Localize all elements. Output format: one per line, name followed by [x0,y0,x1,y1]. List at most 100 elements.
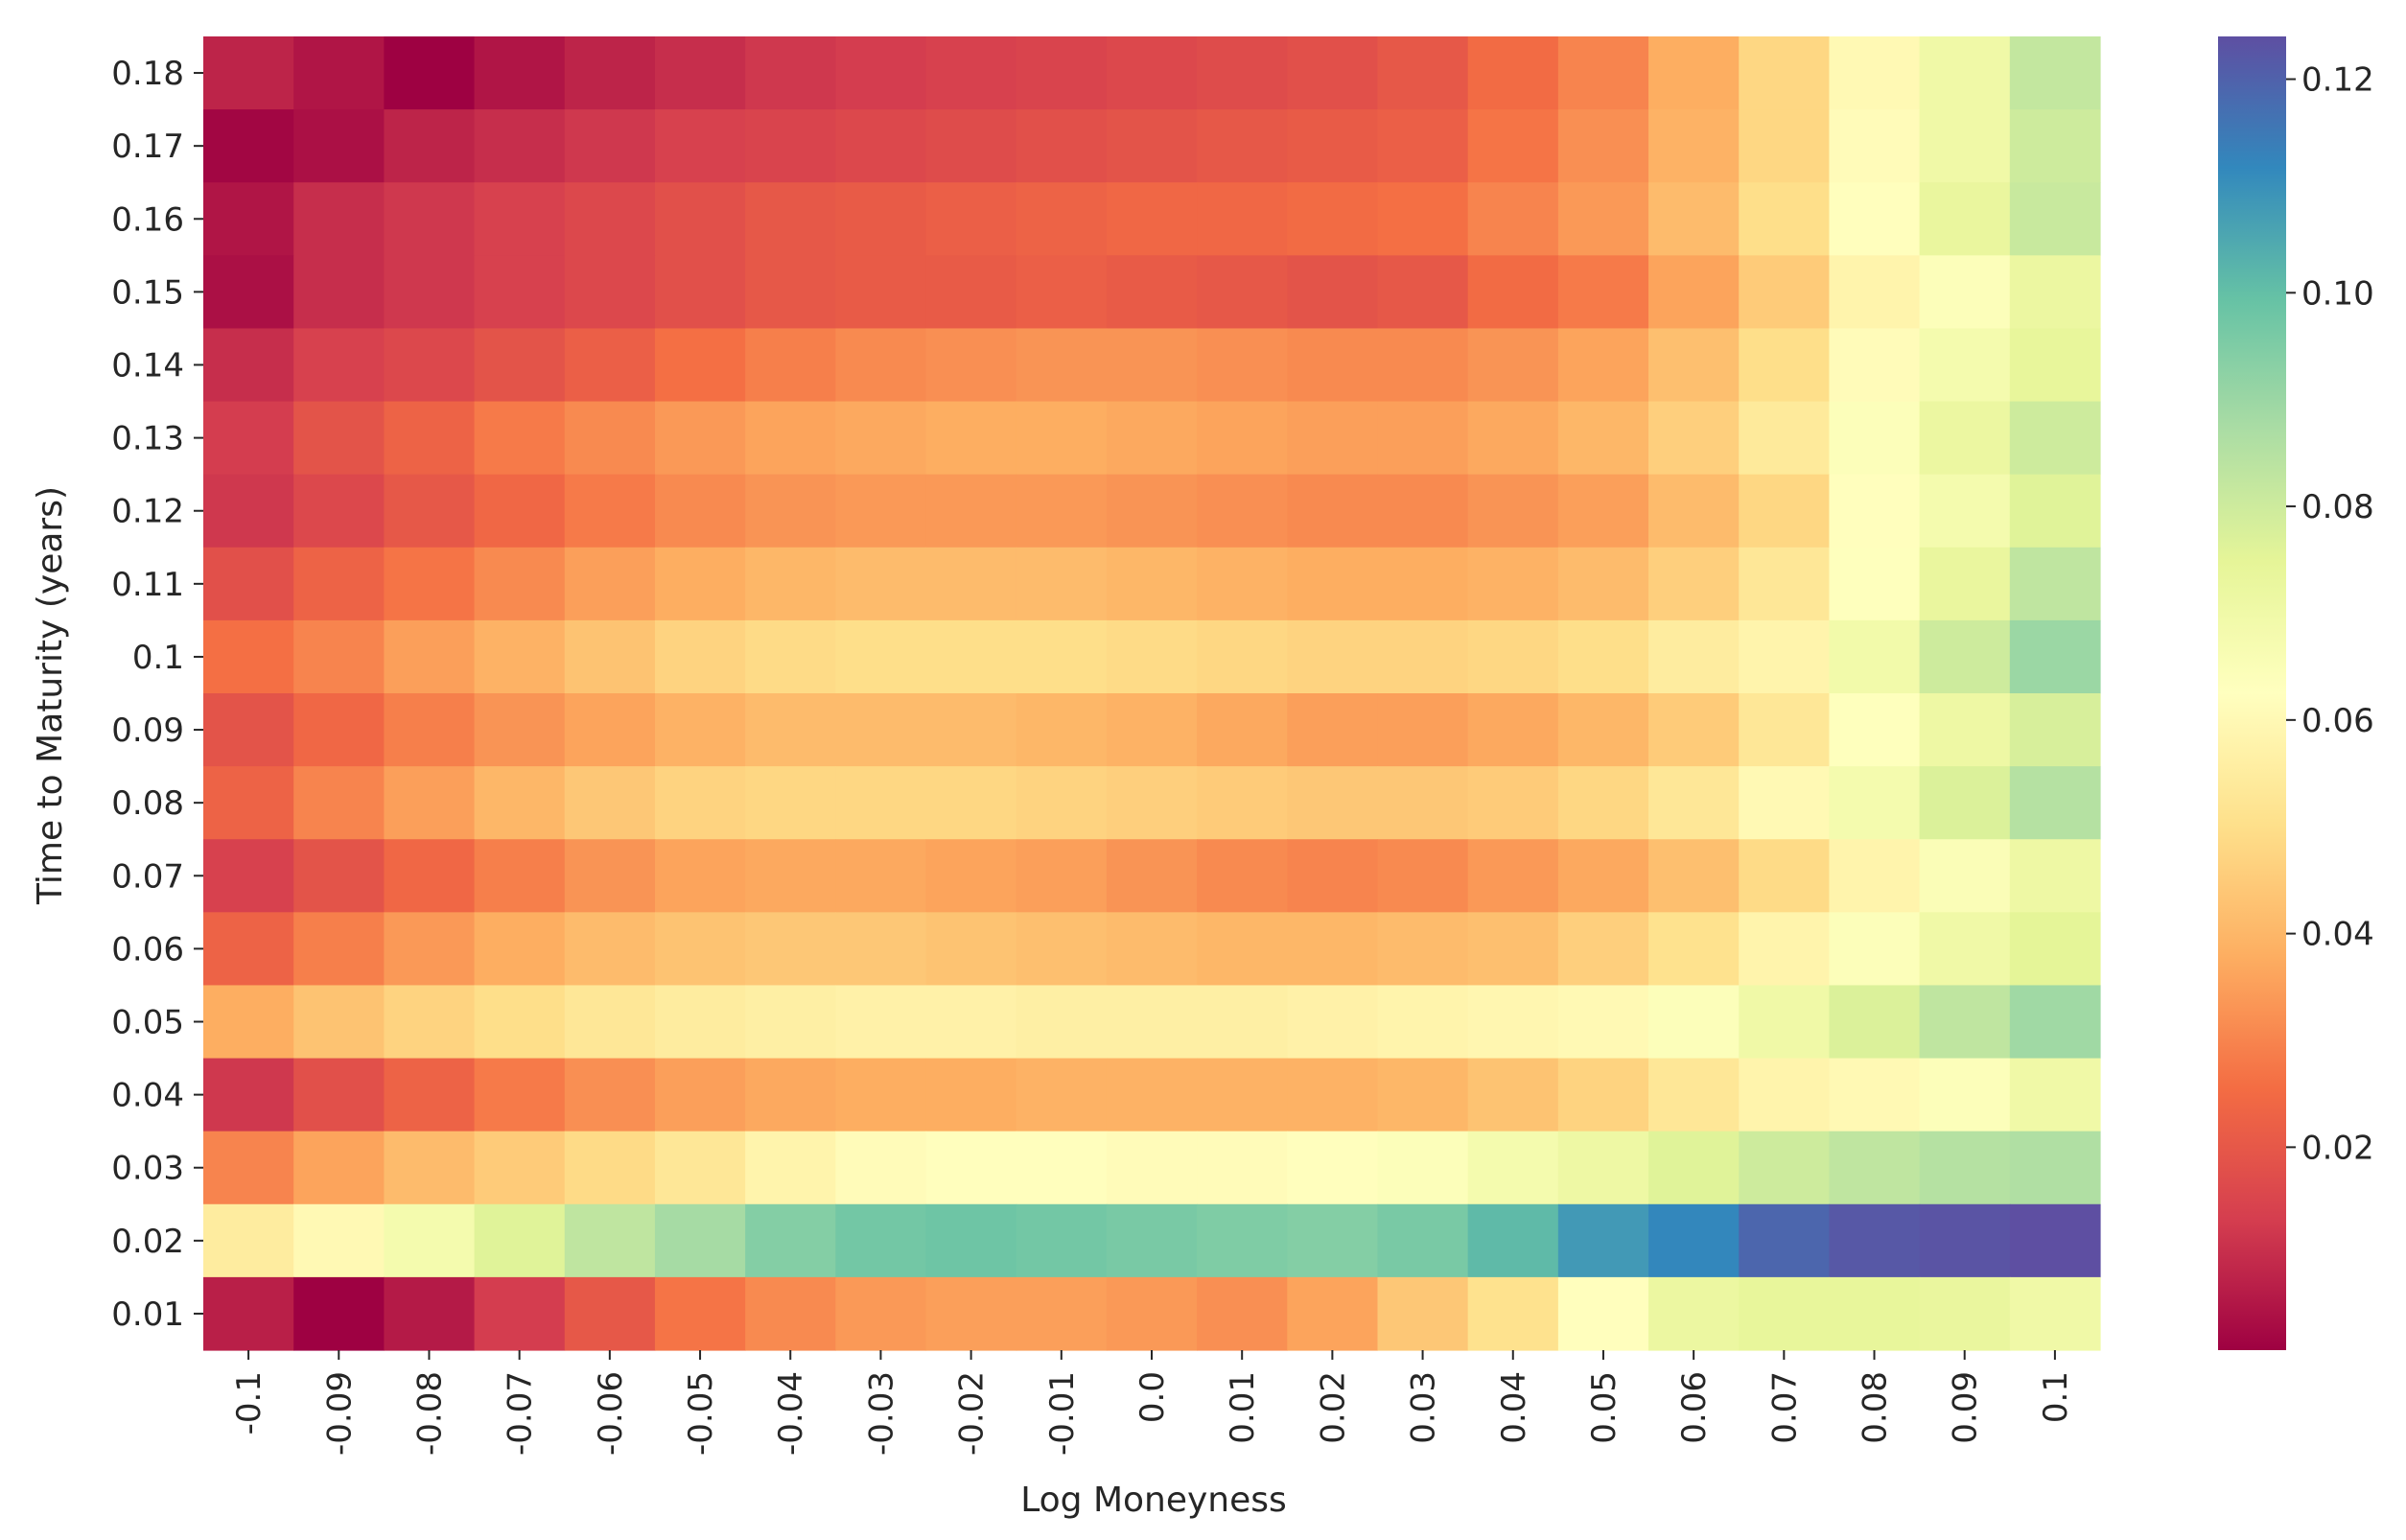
heatmap-cell [1377,36,1469,110]
heatmap-cell [1557,693,1649,767]
heatmap-cell [1377,255,1469,330]
heatmap-cell [745,255,836,330]
heatmap-cell [1648,1058,1740,1132]
heatmap-cell [925,182,1017,256]
colorbar-ticks: 0.02 0.04 0.06 0.08 0.10 0.12 [2286,61,2374,1167]
x-tick-label: -0.02 [953,1371,992,1456]
heatmap-cell [2009,182,2101,256]
heatmap-cell [1106,36,1198,110]
heatmap-cell [1739,693,1831,767]
heatmap-cell [384,1058,476,1132]
heatmap-cell [925,1131,1017,1205]
heatmap-cell [1919,693,2011,767]
heatmap-cell [745,1058,836,1132]
heatmap-cell [835,401,927,476]
x-tick-label: 0.1 [2037,1371,2075,1423]
heatmap-cell [474,255,566,330]
heatmap-cell [293,1276,385,1351]
heatmap-cell [1287,328,1379,403]
heatmap-cell [1829,839,1921,913]
heatmap-cell [1648,912,1740,987]
heatmap-cell [564,619,656,694]
y-tick-label: 0.06 [111,930,184,968]
heatmap-cell [1377,912,1469,987]
heatmap-cell [1648,1131,1740,1205]
heatmap-cell [203,474,294,548]
heatmap-cell [1467,1058,1559,1132]
heatmap-cell [1829,766,1921,840]
heatmap-cell [293,1058,385,1132]
heatmap-cell [474,1131,566,1205]
heatmap-cell [1016,401,1108,476]
heatmap-cell [1197,109,1288,183]
heatmap-cell [1287,109,1379,183]
heatmap-cell [1557,1131,1649,1205]
x-tick-label: -0.09 [320,1371,359,1456]
heatmap-cell [2009,328,2101,403]
heatmap-cell [564,328,656,403]
heatmap-cell [1287,1203,1379,1278]
y-axis-label: Time to Maturity (years) [31,486,70,905]
y-tick-label: 0.14 [111,347,184,385]
heatmap-cell [1739,328,1831,403]
heatmap-cell [835,1203,927,1278]
heatmap-cell [384,766,476,840]
heatmap-cell [1377,474,1469,548]
heatmap-cell [384,182,476,256]
heatmap-cell [1557,182,1649,256]
heatmap-cell [564,839,656,913]
heatmap-cell [384,693,476,767]
heatmap-cell [1557,619,1649,694]
heatmap-cell [1557,474,1649,548]
heatmap-cell [1557,255,1649,330]
heatmap-cell [1919,1276,2011,1351]
y-tick-label: 0.01 [111,1295,184,1334]
heatmap-cell [1467,985,1559,1060]
heatmap-cell [1648,182,1740,256]
heatmap-cell [654,839,746,913]
heatmap-cell [1648,1276,1740,1351]
heatmap-cell [1557,109,1649,183]
heatmap-cell [564,255,656,330]
heatmap-cell [1739,1131,1831,1205]
colorbar-tick-label: 0.12 [2301,61,2374,100]
heatmap-cell [1919,36,2011,110]
heatmap-cell [1557,1058,1649,1132]
heatmap-cell [654,474,746,548]
heatmap-cell [1106,912,1198,987]
heatmap-cell [1557,1203,1649,1278]
heatmap-cell [1106,328,1198,403]
heatmap-cell [1557,547,1649,621]
heatmap-cell [474,912,566,987]
heatmap-cell [835,1058,927,1132]
heatmap-cell [835,109,927,183]
heatmap-cell [564,1131,656,1205]
heatmap-cell [1377,109,1469,183]
heatmap-cell [1919,619,2011,694]
heatmap-cell [925,401,1017,476]
heatmap-cell [1739,474,1831,548]
heatmap-cell [203,1276,294,1351]
heatmap-cell [474,109,566,183]
heatmap-cell [384,985,476,1060]
heatmap-cell [1648,401,1740,476]
heatmap-cell [1467,182,1559,256]
heatmap-cell [384,36,476,110]
heatmap-cell [203,619,294,694]
heatmap-cell [1557,1276,1649,1351]
heatmap-cell [1106,619,1198,694]
x-tick-label: 0.02 [1314,1371,1352,1444]
heatmap-cell [2009,766,2101,840]
heatmap-cell [384,619,476,694]
heatmap-cell [1287,547,1379,621]
heatmap-cell [2009,1276,2101,1351]
x-tick-label: 0.01 [1224,1371,1262,1444]
heatmap-cell [1106,1058,1198,1132]
heatmap-cell [1197,1131,1288,1205]
heatmap-cell [1829,547,1921,621]
y-tick-label: 0.16 [111,200,184,239]
heatmap-cell [564,182,656,256]
heatmap-cell [1377,1276,1469,1351]
heatmap-cell [925,985,1017,1060]
heatmap-cell [745,547,836,621]
